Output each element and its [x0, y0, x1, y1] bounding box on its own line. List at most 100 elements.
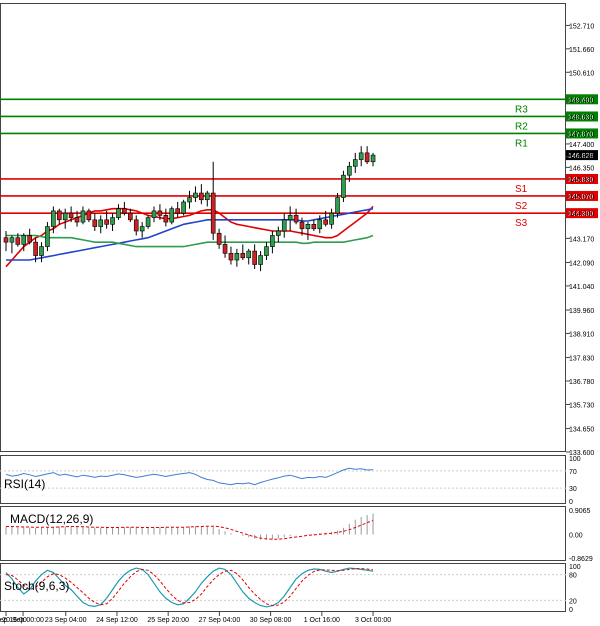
candle-body	[39, 246, 44, 256]
pivot-levels: R3 149.400 R2 148.630 R1 147.870 S1 145.830 S2 14…	[0, 94, 598, 229]
price-tick-label: 147.870	[569, 131, 594, 138]
candlesticks	[3, 146, 376, 272]
price-tick-label: 149.400	[569, 97, 594, 104]
price-tick-label: 137.830	[569, 356, 594, 363]
macd-label: MACD(12,26,9)	[10, 512, 93, 526]
moving-average-line	[5, 205, 374, 268]
candle-body	[258, 255, 263, 265]
macd-signal-line	[6, 520, 374, 540]
macd-tick-label: 0.9065	[569, 508, 591, 515]
stoch-tick-label: 0	[569, 607, 573, 614]
stoch-main-line	[5, 567, 374, 608]
macd-panel-border	[0, 506, 566, 561]
candle-body	[222, 244, 228, 254]
candle-body	[341, 174, 346, 198]
price-tick-label: 141.040	[569, 284, 594, 291]
candle-body	[3, 237, 9, 243]
candle-body	[74, 217, 80, 223]
price-tick-label: 142.090	[569, 260, 594, 267]
candle-body	[370, 154, 376, 163]
level-price-badge	[566, 94, 598, 105]
moving-average-line	[6, 207, 374, 261]
price-tick-label: 139.960	[569, 308, 594, 315]
candle-body	[352, 159, 358, 167]
candle-body	[128, 212, 133, 221]
candle-body	[287, 215, 293, 221]
candle-body	[210, 192, 216, 234]
candle-body	[110, 217, 115, 225]
stoch-signal-line	[5, 568, 374, 607]
candle-body	[98, 219, 104, 227]
candle-body	[33, 241, 38, 256]
level-name-s2: S2	[515, 201, 528, 212]
price-tick-label: 150.610	[569, 70, 594, 77]
price-tick-label: 135.730	[569, 402, 594, 409]
current-price-badge	[566, 150, 598, 161]
level-name-s3: S3	[515, 218, 528, 229]
price-tick-label: 138.910	[569, 331, 594, 338]
stoch-tick-label: 20	[569, 598, 577, 605]
candle-body	[51, 210, 56, 227]
level-price-badge	[566, 208, 598, 219]
candle-body	[270, 235, 275, 247]
candle-body	[293, 215, 299, 223]
price-panel-border	[0, 3, 566, 452]
candle-body	[193, 192, 198, 198]
time-tick-label: 20 Sep 00:00	[2, 617, 44, 624]
level-name-r3: R3	[515, 104, 528, 115]
candle-body	[175, 208, 180, 214]
level-name-r2: R2	[515, 121, 528, 132]
price-tick-label: 146.828	[569, 155, 594, 162]
candle-body	[151, 210, 157, 218]
level-price-badge	[566, 128, 598, 139]
level-price-label: 149.400	[568, 97, 593, 104]
level-price-badge	[566, 190, 598, 201]
rsi-line	[5, 467, 374, 486]
candle-body	[204, 192, 210, 201]
candle-body	[181, 201, 186, 214]
rsi-tick-label: 0	[569, 499, 573, 506]
rsi-label: RSI(14)	[4, 477, 45, 491]
price-tick-label: 145.070	[569, 194, 594, 201]
price-tick-label: 151.660	[569, 47, 594, 54]
candle-body	[122, 208, 127, 214]
level-name-r1: R1	[515, 138, 528, 149]
time-tick-label: 30 Sep 08:00	[250, 617, 292, 624]
level-name-s1: S1	[515, 184, 528, 195]
candle-body	[62, 212, 68, 221]
candle-body	[281, 219, 287, 232]
candle-body	[216, 232, 222, 245]
candle-body	[264, 246, 269, 256]
candle-body	[240, 253, 246, 259]
time-tick-label: 19 Sep 16:00	[0, 617, 27, 624]
time-tick-label: 23 Sep 04:00	[45, 617, 87, 624]
candle-body	[358, 152, 364, 160]
candle-body	[80, 210, 86, 223]
candle-body	[335, 197, 340, 214]
candle-body	[9, 237, 15, 243]
candle-body	[92, 219, 98, 227]
candle-body	[246, 250, 252, 259]
price-tick-label: 152.710	[569, 23, 594, 30]
candle-body	[21, 235, 27, 245]
time-tick-label: 1 Oct 16:00	[304, 617, 340, 624]
level-price-label: 148.630	[568, 114, 593, 121]
candle-body	[329, 212, 334, 225]
candle-body	[27, 235, 32, 243]
macd-tick-label: -0.8629	[569, 556, 593, 563]
price-tick-label: 143.170	[569, 236, 594, 243]
candle-body	[157, 210, 163, 216]
candle-body	[228, 253, 234, 261]
candle-body	[116, 208, 121, 218]
rsi-panel: 100 70 30 0	[0, 456, 581, 506]
candle-body	[45, 226, 50, 247]
moving-average-line	[6, 234, 374, 248]
price-axis: 152.710 151.660 150.610 149.400 148.630 147.8…	[566, 23, 594, 457]
candle-body	[86, 210, 92, 221]
candle-body	[133, 219, 139, 232]
level-price-badge	[566, 173, 598, 184]
level-price-label: 145.830	[568, 177, 593, 184]
time-tick-label: 3 Oct 00:00	[355, 617, 391, 624]
rsi-tick-label: 70	[569, 469, 577, 476]
current-price-label: 146.828	[568, 153, 593, 160]
